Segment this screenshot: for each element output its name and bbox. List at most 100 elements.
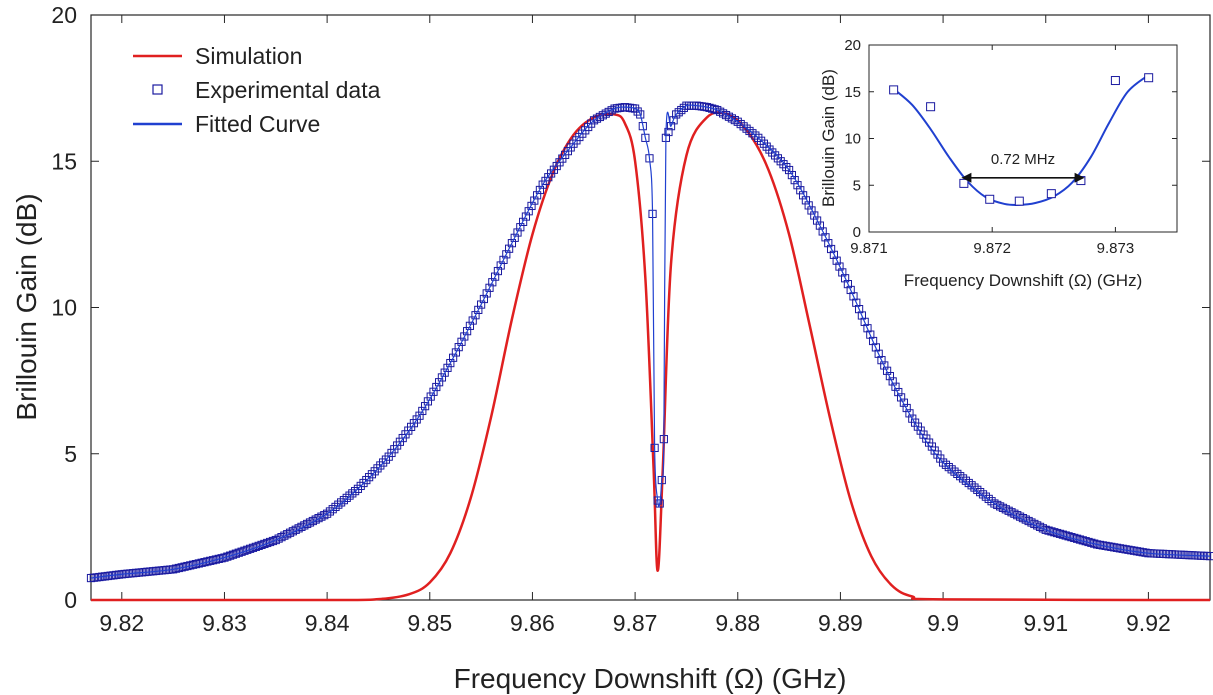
experimental-marker [443, 363, 452, 372]
experimental-marker [353, 484, 363, 493]
experimental-marker [801, 196, 810, 205]
main-y-tick-label: 0 [64, 587, 77, 613]
experimental-marker [496, 261, 505, 270]
experimental-marker [415, 411, 424, 420]
inset-data-marker [985, 194, 995, 204]
experimental-marker [998, 503, 1008, 512]
experimental-marker [1044, 526, 1053, 535]
legend-swatch-experimental [152, 84, 163, 95]
experimental-marker [953, 469, 962, 478]
experimental-marker [454, 343, 463, 352]
experimental-marker [896, 393, 906, 402]
experimental-marker [888, 377, 897, 386]
experimental-marker [505, 244, 514, 253]
experimental-marker [669, 116, 678, 125]
experimental-marker [507, 239, 517, 248]
experimental-marker [426, 392, 435, 401]
experimental-marker [479, 294, 489, 304]
experimental-marker [334, 500, 343, 509]
experimental-marker [339, 496, 349, 505]
experimental-marker [765, 145, 774, 154]
inset-x-tick-label: 9.871 [850, 240, 888, 257]
annotation-arrowhead-left [961, 172, 972, 183]
legend: Simulation Experimental data Fitted Curv… [133, 43, 381, 137]
experimental-marker [733, 117, 742, 126]
inset-data-marker [959, 178, 969, 188]
experimental-marker [1038, 524, 1047, 533]
experimental-marker [894, 387, 903, 397]
experimental-marker [277, 533, 286, 542]
legend-label-simulation: Simulation [195, 43, 302, 69]
experimental-marker [311, 515, 320, 524]
experimental-marker [1035, 522, 1045, 531]
experimental-marker [351, 487, 360, 496]
experimental-marker [812, 216, 822, 225]
experimental-marker [418, 406, 427, 416]
experimental-marker [607, 106, 616, 115]
experimental-marker [268, 536, 278, 546]
experimental-marker [857, 311, 866, 320]
main-y-tick-label: 20 [51, 2, 77, 28]
experimental-marker [978, 490, 988, 499]
legend-label-experimental: Experimental data [195, 77, 381, 103]
experimental-marker [754, 133, 763, 142]
experimental-marker [488, 278, 497, 287]
experimental-marker [220, 553, 229, 562]
experimental-marker [214, 554, 223, 563]
experimental-marker [325, 507, 335, 516]
experimental-marker [902, 403, 911, 413]
experimental-marker [521, 212, 531, 221]
experimental-marker [672, 110, 681, 119]
experimental-marker [950, 467, 959, 476]
experimental-marker [776, 157, 785, 166]
experimental-marker [807, 206, 816, 215]
experimental-marker [759, 139, 768, 148]
experimental-marker [530, 196, 539, 205]
experimental-marker [376, 461, 385, 470]
experimental-marker [941, 460, 951, 469]
experimental-marker [217, 554, 226, 563]
experimental-marker [826, 244, 836, 254]
inset-y-axis-label: Brillouin Gain (dB) [819, 69, 838, 207]
experimental-marker [891, 382, 900, 391]
experimental-marker [437, 373, 447, 382]
experimental-marker [435, 378, 444, 387]
experimental-marker [874, 349, 883, 358]
experimental-marker [938, 458, 948, 467]
experimental-marker [465, 321, 475, 330]
experimental-marker [271, 535, 280, 545]
experimental-marker [1047, 527, 1056, 536]
experimental-marker [285, 528, 295, 537]
experimental-marker [810, 211, 819, 220]
experimental-marker [1090, 539, 1099, 548]
inset-y-tick-label: 15 [844, 84, 861, 101]
experimental-marker [308, 516, 317, 526]
experimental-marker [482, 289, 491, 298]
experimental-marker [460, 332, 469, 341]
experimental-marker [527, 201, 536, 211]
experimental-marker [854, 305, 864, 314]
experimental-marker [633, 107, 642, 116]
inset-data-marker [1110, 76, 1120, 86]
experimental-marker [860, 317, 869, 326]
experimental-marker [535, 185, 545, 195]
inset-plot: 9.871 9.872 9.873 0 5 10 15 20 0.72 MHz Freque… [819, 37, 1178, 290]
inset-data-marker [926, 102, 936, 112]
inset-data-marker [889, 85, 899, 95]
main-x-tick-label: 9.91 [1023, 610, 1068, 636]
experimental-marker [885, 372, 894, 381]
experimental-marker [328, 505, 337, 514]
experimental-marker [362, 475, 371, 485]
experimental-marker [664, 127, 673, 137]
experimental-marker [708, 104, 717, 113]
experimental-marker [768, 148, 777, 157]
experimental-marker [491, 272, 500, 281]
experimental-marker [471, 311, 480, 320]
experimental-marker [770, 151, 780, 160]
experimental-marker [821, 233, 830, 242]
experimental-marker [793, 181, 802, 190]
experimental-marker [513, 228, 522, 237]
main-x-tick-label: 9.86 [510, 610, 555, 636]
experimental-marker [331, 502, 340, 512]
